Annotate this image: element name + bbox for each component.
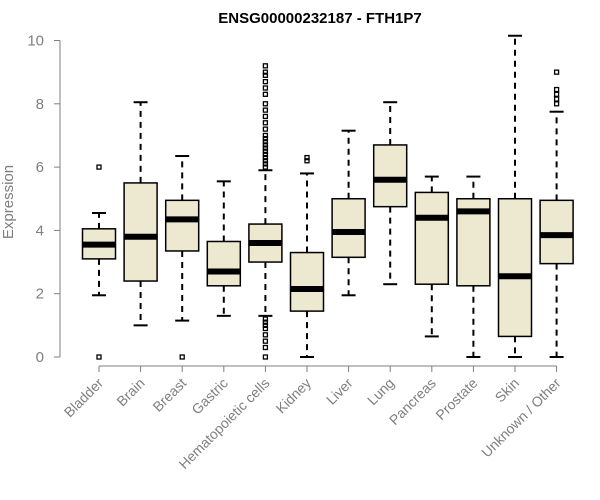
box-hematopoietic-cells — [248, 63, 283, 360]
outlier-point — [262, 135, 269, 142]
box-body — [372, 144, 408, 208]
outlier-point — [262, 161, 269, 167]
box-brain — [123, 101, 158, 327]
x-tick-label: Kidney — [273, 375, 315, 417]
outlier-point — [553, 101, 560, 107]
outlier-point — [262, 322, 269, 328]
y-axis-ticks: 0 2 4 6 8 10 — [27, 32, 60, 366]
x-tick-label: Breast — [149, 375, 189, 415]
box-pancreas — [414, 175, 450, 338]
outlier-point — [262, 325, 269, 332]
outlier-point — [262, 154, 269, 161]
outlier-point — [262, 72, 269, 78]
outlier-point — [262, 85, 269, 91]
x-tick-label: Bladder — [61, 375, 107, 421]
box-gastric — [206, 180, 242, 317]
outlier-point — [262, 107, 269, 113]
box-bladder — [81, 164, 117, 360]
outlier-point — [262, 101, 269, 107]
box-body — [123, 182, 158, 282]
y-axis-label: Expression — [0, 165, 17, 239]
outlier-point — [262, 344, 269, 351]
x-tick-label: Skin — [492, 375, 523, 406]
outlier-point — [262, 78, 269, 85]
outlier-point — [262, 164, 269, 170]
outlier-point — [262, 158, 269, 164]
outlier-point — [304, 158, 310, 164]
outlier-point — [262, 151, 269, 158]
y-tick-label: 4 — [36, 222, 44, 239]
box-prostate — [456, 175, 491, 358]
box-skin — [497, 34, 533, 358]
outlier-point — [262, 69, 269, 75]
outlier-point — [96, 354, 102, 360]
x-tick-label: Brain — [113, 375, 147, 409]
y-tick-label: 0 — [36, 349, 44, 366]
y-tick-label: 6 — [36, 159, 44, 176]
outlier-point — [262, 132, 269, 139]
outlier-point — [262, 126, 269, 132]
box-body — [164, 199, 200, 252]
outlier-point — [262, 332, 269, 338]
outlier-point — [262, 142, 269, 148]
box-body — [497, 197, 533, 338]
chart-title: ENSG00000232187 - FTH1P7 — [218, 10, 421, 27]
outlier-point — [262, 113, 269, 120]
box-body — [414, 191, 450, 285]
outlier-point — [262, 319, 269, 325]
outlier-point — [553, 91, 560, 97]
outlier-point — [262, 91, 269, 97]
x-tick-label: Lung — [364, 375, 397, 408]
outlier-point — [179, 354, 185, 360]
box-body — [289, 251, 325, 312]
outlier-point — [262, 148, 269, 154]
box-unknown-other — [539, 69, 574, 358]
y-tick-label: 8 — [36, 96, 44, 113]
box-liver — [331, 129, 366, 297]
x-tick-label: Prostate — [432, 375, 480, 423]
outlier-point — [553, 96, 560, 102]
outlier-point — [262, 139, 269, 145]
y-tick-label: 10 — [27, 32, 44, 49]
outlier-point — [96, 164, 102, 170]
box-kidney — [289, 154, 325, 358]
outlier-point — [553, 86, 560, 93]
outlier-point — [262, 63, 269, 69]
outlier-point — [262, 354, 269, 360]
outlier-point — [262, 316, 269, 322]
outlier-point — [262, 338, 269, 344]
box-lung — [372, 101, 408, 286]
x-tick-label: Liver — [323, 375, 356, 408]
outlier-point — [553, 69, 560, 75]
box-body — [539, 199, 574, 265]
outlier-point — [262, 145, 269, 151]
box-body — [331, 197, 366, 259]
box-series — [81, 34, 574, 360]
outlier-point — [304, 154, 310, 161]
outlier-point — [262, 120, 269, 126]
box-body — [206, 240, 242, 287]
box-breast — [164, 155, 200, 360]
x-tick-label: Unknown / Other — [478, 375, 564, 461]
y-tick-label: 2 — [36, 286, 44, 303]
